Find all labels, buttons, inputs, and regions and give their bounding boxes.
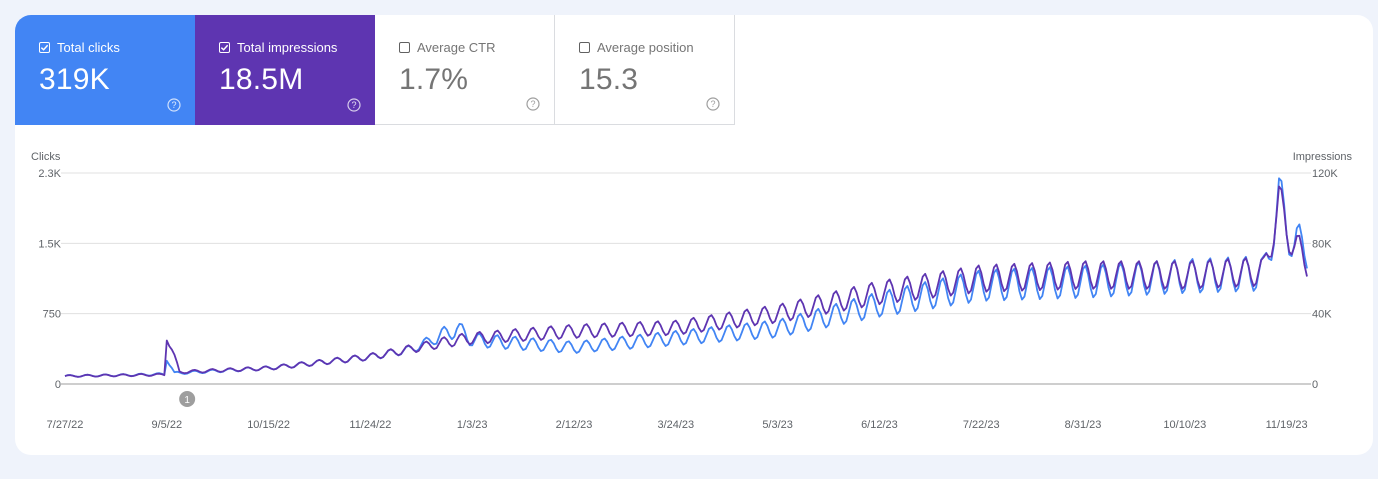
help-circle-icon[interactable]: ? (526, 97, 540, 111)
checkbox-checked-icon[interactable] (39, 42, 50, 53)
left-tick-label: 0 (55, 379, 61, 391)
x-tick-label: 3/24/23 (657, 419, 694, 431)
checkbox-unchecked-icon[interactable] (579, 42, 590, 53)
performance-panel: Total clicks 319K ? Total impressions 18… (15, 15, 1373, 455)
metric-card-total-impressions[interactable]: Total impressions 18.5M ? (195, 15, 375, 125)
metric-card-average-ctr[interactable]: Average CTR 1.7% ? (375, 15, 555, 125)
right-tick-label: 80K (1312, 238, 1332, 250)
svg-text:?: ? (530, 99, 535, 109)
x-tick-label: 5/3/23 (762, 419, 793, 431)
annotation-label: 1 (184, 395, 190, 406)
metric-card-header: Total impressions (219, 40, 337, 55)
metric-cards: Total clicks 319K ? Total impressions 18… (15, 15, 735, 125)
help-circle-icon[interactable]: ? (167, 98, 181, 112)
metric-card-total-clicks[interactable]: Total clicks 319K ? (15, 15, 195, 125)
svg-text:?: ? (710, 99, 715, 109)
x-tick-label: 6/12/23 (861, 419, 898, 431)
metric-label: Average CTR (417, 40, 496, 55)
left-tick-label: 1.5K (38, 238, 61, 250)
metric-card-header: Total clicks (39, 40, 120, 55)
series-line-impressions (64, 185, 1308, 378)
metric-label: Total clicks (57, 40, 120, 55)
metric-label: Total impressions (237, 40, 338, 55)
left-tick-label: 750 (43, 309, 61, 321)
help-circle-icon[interactable]: ? (706, 97, 720, 111)
x-tick-label: 8/31/23 (1065, 419, 1102, 431)
metric-card-header: Average CTR (399, 40, 496, 55)
metric-value: 15.3 (579, 63, 639, 96)
metric-value: 18.5M (219, 63, 304, 96)
left-tick-label: 2.3K (38, 168, 61, 180)
checkbox-unchecked-icon[interactable] (399, 42, 410, 53)
x-tick-label: 11/24/22 (349, 419, 391, 431)
checkbox-checked-icon[interactable] (219, 42, 230, 53)
help-circle-icon[interactable]: ? (347, 98, 361, 112)
x-tick-label: 9/5/22 (152, 419, 183, 431)
series-line-clicks (64, 177, 1308, 378)
right-axis-title: Impressions (1293, 151, 1353, 163)
metric-value: 1.7% (399, 63, 469, 96)
x-tick-label: 7/22/23 (963, 419, 1000, 431)
svg-text:?: ? (351, 100, 356, 110)
right-tick-label: 120K (1312, 168, 1338, 180)
metric-card-header: Average position (579, 40, 694, 55)
x-tick-label: 10/10/23 (1163, 419, 1206, 431)
svg-text:?: ? (171, 100, 176, 110)
metric-value: 319K (39, 63, 110, 96)
metric-label: Average position (597, 40, 694, 55)
right-tick-label: 40K (1312, 309, 1332, 321)
x-tick-label: 10/15/22 (247, 419, 290, 431)
right-tick-label: 0 (1312, 379, 1318, 391)
x-tick-label: 2/12/23 (556, 419, 593, 431)
left-axis-title: Clicks (31, 151, 61, 163)
annotation-marker (179, 391, 196, 407)
x-tick-label: 7/27/22 (47, 419, 84, 431)
metric-card-average-position[interactable]: Average position 15.3 ? (555, 15, 735, 125)
x-tick-label: 11/19/23 (1266, 419, 1308, 431)
x-tick-label: 1/3/23 (457, 419, 488, 431)
performance-chart: Clicks Impressions 2.3K 1.5K 750 0 120K 80K 40K 0… (31, 151, 1353, 431)
